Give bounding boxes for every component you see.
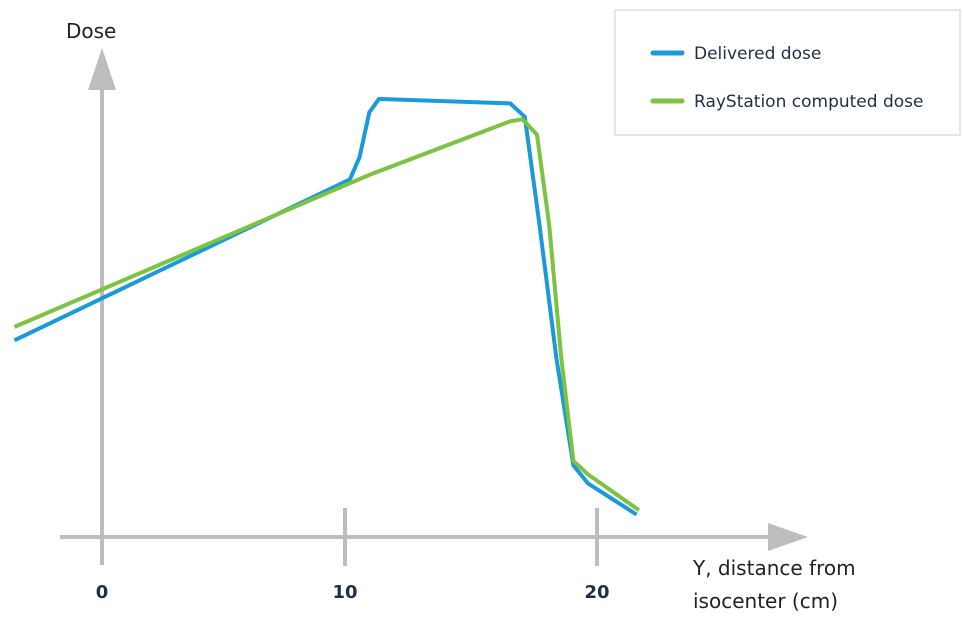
series-line-delivered-dose bbox=[13, 96, 638, 517]
x-tick-label-0: 0 bbox=[96, 582, 109, 603]
legend: Delivered dose RayStation computed dose bbox=[614, 9, 961, 136]
x-axis-arrow bbox=[768, 523, 808, 551]
legend-label-delivered: Delivered dose bbox=[694, 44, 821, 64]
x-tick-label-10: 10 bbox=[332, 582, 357, 603]
x-axis-label-line-1: Y, distance from bbox=[692, 556, 856, 580]
y-axis-arrow bbox=[88, 48, 116, 90]
legend-box bbox=[614, 9, 961, 136]
x-tick-label-20: 20 bbox=[584, 582, 609, 603]
legend-label-computed: RayStation computed dose bbox=[694, 92, 923, 112]
x-axis-label-line-2: isocenter (cm) bbox=[693, 589, 838, 613]
series-line-raystation-computed-dose bbox=[13, 117, 641, 512]
y-axis-label: Dose bbox=[66, 19, 116, 43]
